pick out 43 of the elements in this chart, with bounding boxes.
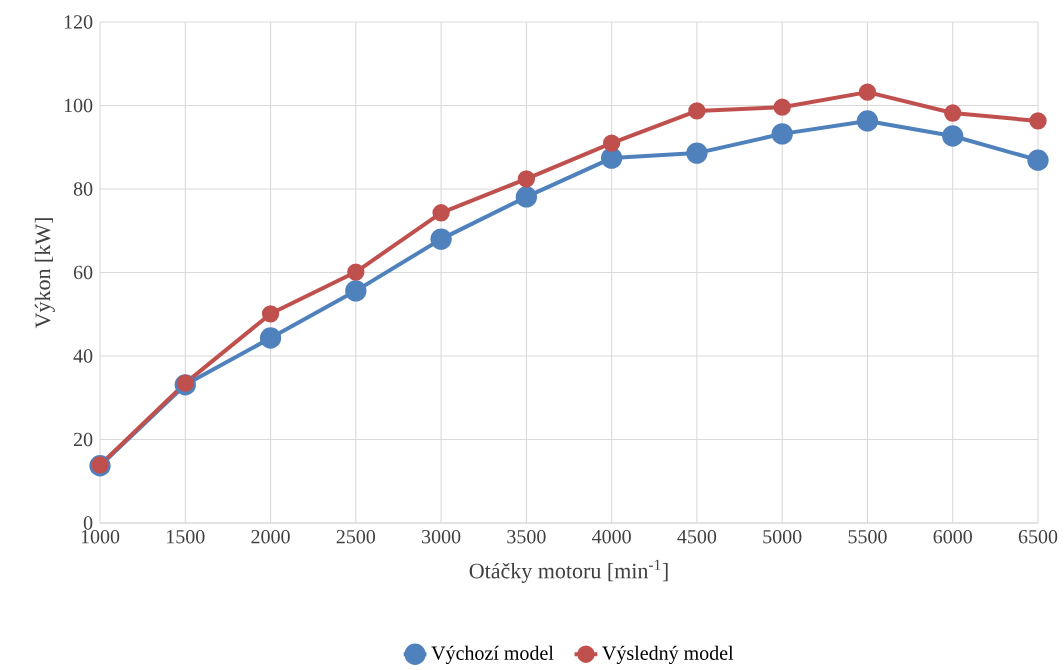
y-tick-label: 100 <box>64 98 93 113</box>
y-tick-label: 20 <box>73 432 93 447</box>
point <box>773 98 791 116</box>
x-tick-label: 2500 <box>336 529 376 544</box>
y-tick-label: 80 <box>73 182 93 196</box>
point <box>856 110 879 132</box>
point <box>771 123 793 145</box>
point <box>858 83 877 101</box>
point <box>942 125 964 147</box>
x-tick-label: 1000 <box>81 529 120 544</box>
x-axis-title: Otáčky motoru [min$^{-1}$] <box>469 559 668 583</box>
x-tick-label: 1500 <box>167 529 205 544</box>
y-tick-label: 60 <box>73 265 93 280</box>
point <box>517 170 536 188</box>
point <box>686 142 708 164</box>
x-tick-label: 4500 <box>677 529 717 544</box>
y-tick-label: 0 <box>83 516 93 530</box>
x-tick-label: 3500 <box>507 529 546 544</box>
point <box>602 134 621 152</box>
point <box>1027 149 1049 171</box>
y-tick-label: 120 <box>64 15 93 29</box>
point <box>259 327 282 349</box>
point <box>1029 112 1047 130</box>
point <box>430 228 452 250</box>
point <box>600 147 623 169</box>
point <box>347 263 365 281</box>
x-tick-label: 2000 <box>251 529 290 544</box>
x-tick-label: 5000 <box>763 529 802 544</box>
point <box>261 305 280 323</box>
point <box>944 104 962 122</box>
point <box>515 186 538 208</box>
x-tick-label: 3000 <box>422 529 461 544</box>
legend-label: Výsledný model <box>602 645 734 665</box>
legend-label: Výchozí model <box>431 645 554 665</box>
x-tick-label: 4000 <box>592 529 631 544</box>
point <box>432 204 450 222</box>
point <box>688 102 706 120</box>
y-axis-title: Výkon [kW] <box>34 218 55 329</box>
x-tick-label: 6000 <box>933 529 972 544</box>
x-tick-label: 6500 <box>1018 529 1058 544</box>
y-tick-label: 40 <box>73 349 93 363</box>
point <box>345 280 367 302</box>
x-tick-label: 5500 <box>848 529 887 544</box>
